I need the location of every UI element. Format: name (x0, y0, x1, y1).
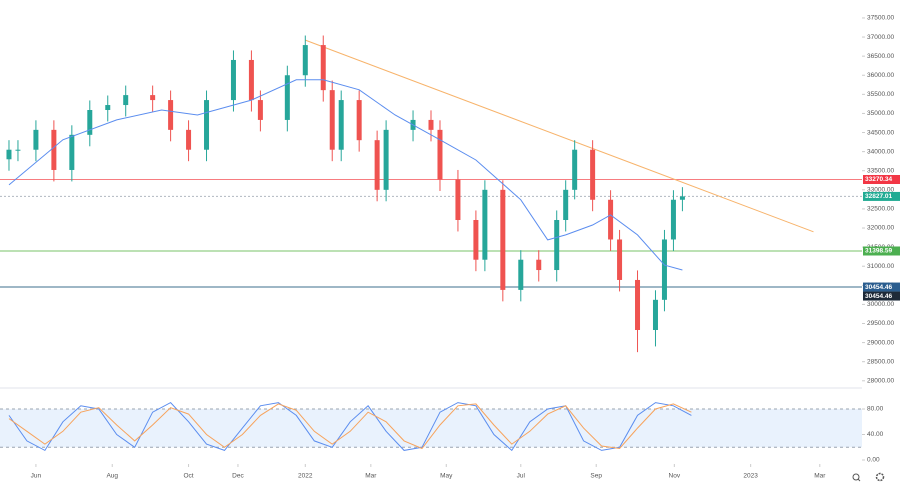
candle-body (230, 59, 236, 101)
candle-body (500, 189, 506, 290)
x-tick-label: Jun (31, 473, 42, 480)
y-tick-label: 31000.00 (867, 263, 894, 270)
candle-body (428, 119, 434, 130)
candle-body (455, 179, 461, 220)
candle-body (572, 149, 578, 190)
candle-body (338, 100, 344, 150)
candle-body (518, 259, 524, 290)
level-label: 30454.46 (865, 293, 892, 300)
y-tick-label: 40.00 (867, 431, 884, 438)
level-label-bg (863, 175, 900, 185)
x-tick-label: Jul (517, 473, 526, 480)
y-tick-label: 35000.00 (867, 110, 894, 117)
candle-body (329, 90, 335, 150)
candle-body (204, 100, 210, 150)
oscillator-band (0, 409, 862, 448)
y-tick-label: 36500.00 (867, 53, 894, 60)
candle-body (105, 105, 111, 110)
candle-body (661, 239, 667, 300)
x-tick-label: Mar (365, 473, 377, 480)
y-tick-label: 30000.00 (867, 301, 894, 308)
level-label-bg (863, 191, 900, 201)
y-tick-label: 37500.00 (867, 15, 894, 22)
x-tick-label: Dec (232, 473, 244, 480)
candle-body (554, 220, 560, 271)
candle-body (374, 140, 380, 190)
candle-body (6, 149, 12, 160)
candle-body (257, 100, 263, 120)
x-tick-label: Oct (184, 473, 194, 480)
y-tick-label: 28000.00 (867, 378, 894, 385)
candle-body (320, 45, 326, 91)
candle-body (482, 189, 488, 260)
candle-body (563, 189, 569, 220)
y-tick-label: 29500.00 (867, 320, 894, 327)
y-tick-label: 32000.00 (867, 225, 894, 232)
candle-body (590, 149, 596, 200)
candle-body (617, 239, 623, 280)
oscillator-line (8, 403, 692, 450)
candle-body (51, 129, 57, 170)
level-label-bg (863, 282, 900, 292)
settings-icon[interactable] (875, 472, 885, 482)
candle-body (150, 95, 156, 101)
trend-line (305, 39, 814, 233)
candle-body (437, 129, 443, 180)
zoom-icon[interactable] (852, 473, 861, 482)
candle-body (473, 220, 479, 260)
x-tick-label: 2022 (298, 473, 313, 480)
y-tick-label: 33000.00 (867, 187, 894, 194)
candle-body (302, 45, 308, 76)
candle-body (652, 299, 658, 330)
candle-body (69, 134, 75, 170)
candle-body (383, 129, 389, 190)
candle-body (679, 196, 685, 200)
y-tick-label: 32500.00 (867, 206, 894, 213)
oscillator-line (8, 401, 692, 452)
level-label-bg (863, 246, 900, 256)
y-tick-label: 33500.00 (867, 167, 894, 174)
level-label: 32827.01 (865, 193, 892, 200)
y-tick-label: 28500.00 (867, 358, 894, 365)
candle-body (15, 149, 21, 151)
zoom-icon-circle[interactable] (852, 473, 860, 481)
x-tick-label: Nov (669, 473, 681, 480)
x-tick-label: Aug (106, 473, 118, 480)
candle-body (33, 129, 39, 150)
candle-body (123, 95, 129, 106)
candle-body (356, 100, 362, 141)
zoom-icon-handle[interactable] (857, 478, 861, 482)
level-label: 33270.34 (865, 176, 892, 183)
x-tick-label: May (440, 473, 453, 480)
y-tick-label: 0.00 (867, 457, 880, 464)
level-label-bg (863, 291, 900, 301)
level-label: 30454.46 (865, 284, 892, 291)
candle-body (186, 129, 192, 150)
candle-body (670, 199, 676, 240)
y-tick-label: 80.00 (867, 406, 884, 413)
y-tick-label: 35500.00 (867, 91, 894, 98)
candle-body (635, 279, 641, 330)
moving-average (8, 79, 683, 271)
y-tick-label: 37000.00 (867, 34, 894, 41)
y-tick-label: 34500.00 (867, 129, 894, 136)
x-tick-label: 2023 (743, 473, 758, 480)
candle-body (284, 75, 290, 120)
candle-body (248, 59, 254, 101)
candle-body (87, 110, 93, 135)
y-tick-label: 34000.00 (867, 148, 894, 155)
settings-icon-gear[interactable] (875, 472, 885, 482)
candle-body (536, 259, 542, 271)
y-tick-label: 29000.00 (867, 339, 894, 346)
level-label: 31398.59 (865, 248, 892, 255)
x-tick-label: Sep (590, 473, 602, 480)
candle-body (608, 199, 614, 240)
y-tick-label: 36000.00 (867, 72, 894, 79)
x-tick-label: Mar (814, 473, 826, 480)
candle-body (168, 100, 174, 130)
